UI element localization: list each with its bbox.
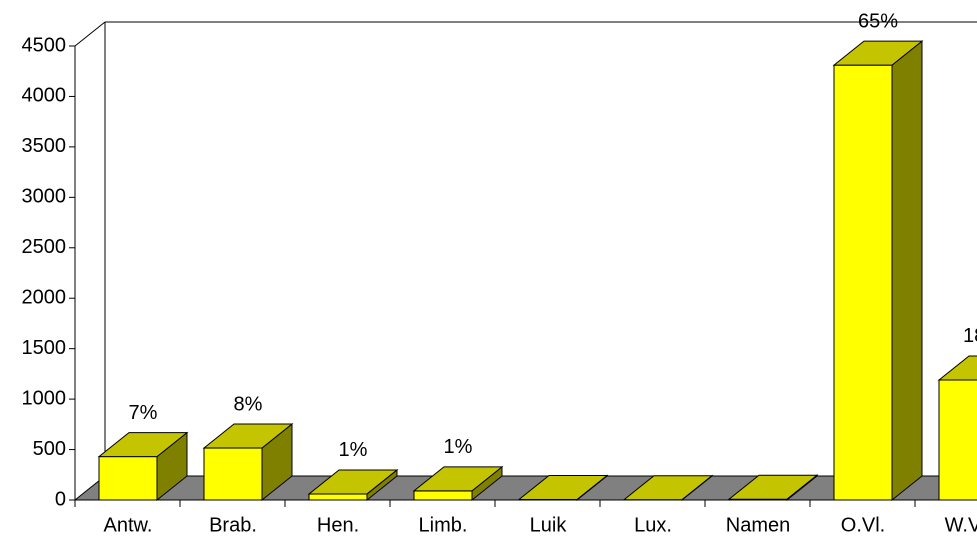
bar-top (937, 355, 977, 381)
y-tick-label: 4000 (22, 85, 67, 107)
data-label: 65% (858, 10, 898, 32)
bar-top (202, 423, 294, 449)
bar-top (412, 466, 504, 492)
bar-side (891, 40, 923, 502)
y-tick-label: 4500 (22, 34, 67, 56)
bar (938, 379, 977, 501)
y-tick-label: 2500 (22, 236, 67, 258)
bar (413, 490, 473, 501)
x-tick-label: Luik (530, 514, 568, 536)
bar (308, 493, 368, 501)
y-tick-label: 2000 (22, 287, 67, 309)
data-label: 1% (339, 439, 368, 461)
data-label: 1% (444, 436, 473, 458)
x-tick-label: O.Vl. (841, 514, 885, 536)
bar-top (307, 469, 399, 495)
y-tick-label: 1500 (22, 337, 67, 359)
x-tick-label: Brab. (209, 514, 257, 536)
data-label: 8% (234, 393, 263, 415)
y-tick-label: 0 (55, 488, 66, 510)
x-tick-label: Limb. (419, 514, 468, 536)
bar (98, 456, 158, 501)
bar-top (832, 40, 924, 66)
data-label: 18% (963, 325, 977, 347)
y-tick-label: 3000 (22, 186, 67, 208)
x-tick-label: Namen (726, 514, 790, 536)
bar-top (97, 432, 189, 458)
bar-top (727, 474, 819, 500)
bar (833, 64, 893, 501)
bar-top (622, 475, 714, 501)
bar-top (517, 474, 609, 500)
wall-diagonal (74, 21, 106, 47)
x-tick-label: Hen. (317, 514, 359, 536)
bar (203, 447, 263, 501)
y-tick-label: 3500 (22, 135, 67, 157)
y-tick-label: 500 (33, 438, 66, 460)
x-tick-label: W.Vl. (945, 514, 977, 536)
x-tick-label: Antw. (104, 514, 153, 536)
data-label: 7% (129, 402, 158, 424)
y-tick-label: 1000 (22, 387, 67, 409)
x-tick-label: Lux. (634, 514, 672, 536)
